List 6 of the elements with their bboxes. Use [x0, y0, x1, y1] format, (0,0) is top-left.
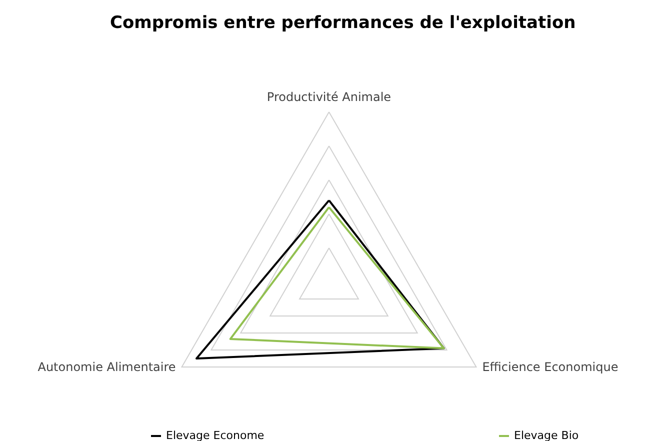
legend-label: Elevage Bio — [514, 429, 579, 441]
spoke-label: Efficience Economique — [482, 360, 618, 374]
chart-title: Compromis entre performances de l'exploitation — [110, 13, 576, 33]
spoke-label: Productivité Animale — [266, 90, 392, 104]
legend-label: Elevage Econome — [166, 429, 264, 441]
spoke-label: Autonomie Alimentaire — [38, 360, 176, 374]
